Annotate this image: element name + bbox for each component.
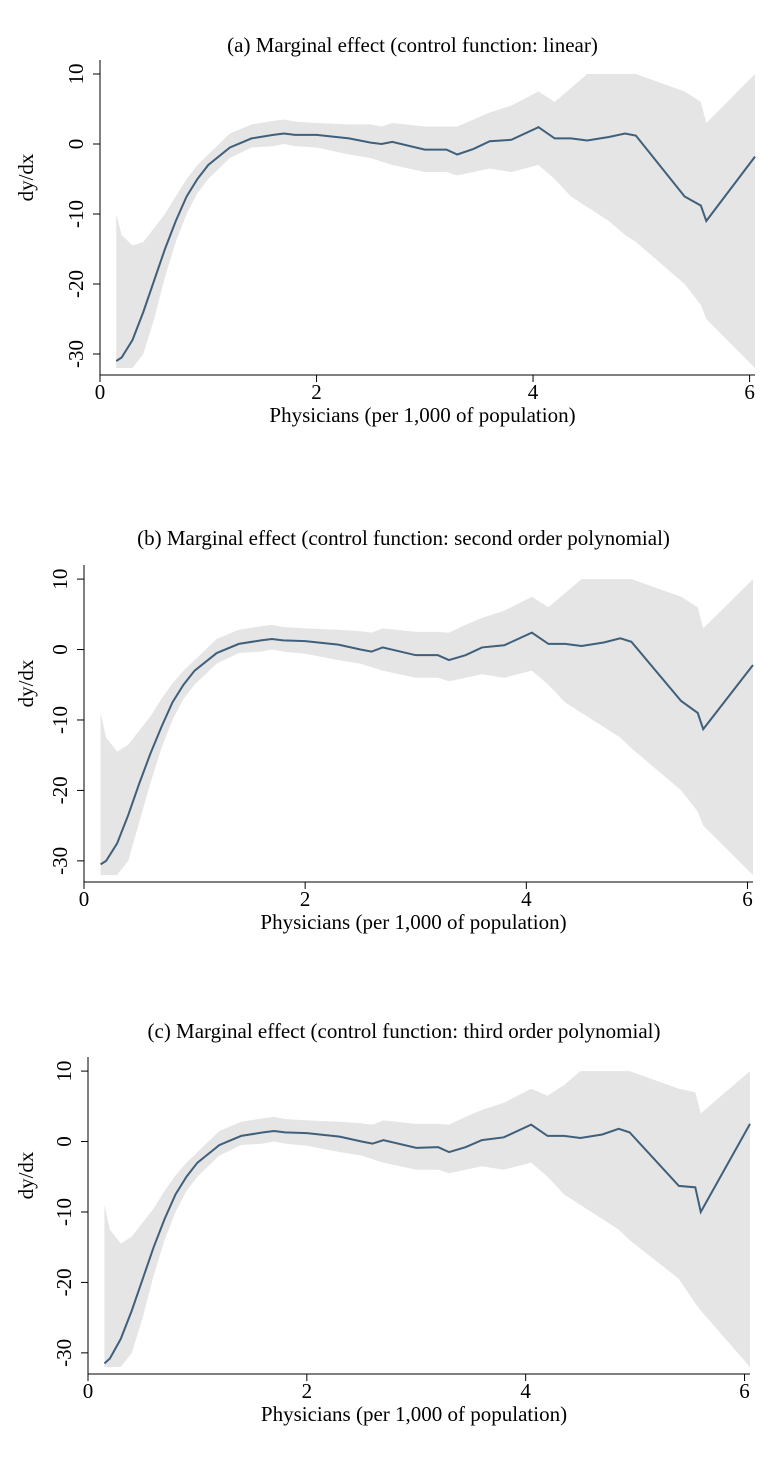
y-tick-label: -30 (48, 847, 72, 875)
y-tick-label: -30 (52, 1339, 76, 1367)
x-tick-label: 6 (739, 1379, 750, 1403)
confidence-band (100, 579, 753, 875)
confidence-band (104, 1071, 751, 1367)
y-tick-label: 10 (64, 64, 88, 85)
y-tick-label: -10 (52, 1198, 76, 1226)
x-tick-label: 6 (742, 887, 753, 911)
y-tick-label: -30 (64, 340, 88, 368)
x-tick-label: 4 (528, 380, 539, 404)
y-tick-label: 0 (64, 139, 88, 150)
chart-title: (b) Marginal effect (control function: s… (137, 526, 670, 550)
confidence-band (116, 74, 755, 368)
marginal-effect-line (103, 1123, 751, 1365)
x-tick-label: 4 (520, 1379, 531, 1403)
y-tick-label: -10 (64, 200, 88, 228)
x-tick-label: 4 (521, 887, 532, 911)
y-tick-label: -20 (52, 1268, 76, 1296)
x-tick-label: 0 (95, 380, 106, 404)
y-axis-label: dy/dx (14, 153, 38, 201)
x-tick-label: 2 (311, 380, 322, 404)
x-tick-label: 6 (744, 380, 755, 404)
x-tick-label: 0 (83, 1379, 94, 1403)
marginal-effect-line (115, 126, 756, 362)
y-axis-label: dy/dx (14, 1151, 38, 1199)
y-axis-label: dy/dx (14, 659, 38, 707)
x-axis-label: Physicians (per 1,000 of population) (269, 403, 575, 427)
y-tick-label: 10 (52, 1061, 76, 1082)
x-tick-label: 2 (300, 887, 311, 911)
y-tick-label: 0 (48, 644, 72, 655)
y-tick-label: 0 (52, 1136, 76, 1147)
y-tick-label: -10 (48, 706, 72, 734)
x-tick-label: 2 (302, 1379, 313, 1403)
x-axis-label: Physicians (per 1,000 of population) (260, 910, 566, 934)
y-tick-label: -20 (64, 270, 88, 298)
y-tick-label: 10 (48, 569, 72, 590)
chart-title: (c) Marginal effect (control function: t… (148, 1019, 661, 1043)
marginal-effect-line (100, 631, 754, 866)
y-tick-label: -20 (48, 776, 72, 804)
x-tick-label: 0 (79, 887, 90, 911)
x-axis-label: Physicians (per 1,000 of population) (261, 1402, 567, 1426)
chart-title: (a) Marginal effect (control function: l… (227, 33, 598, 57)
